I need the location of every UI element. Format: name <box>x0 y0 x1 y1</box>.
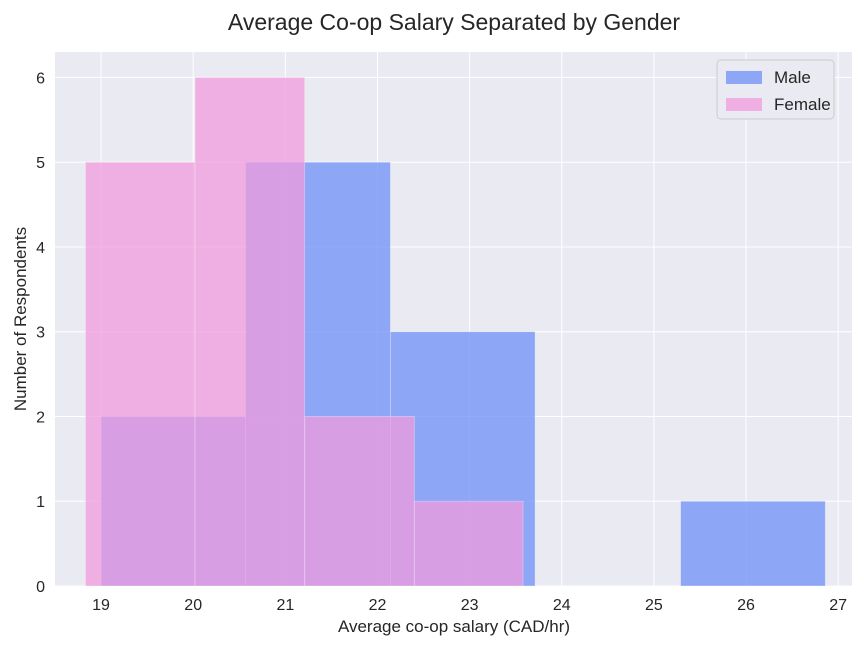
legend-swatch-male <box>726 71 762 84</box>
x-axis-ticks: 19 20 21 22 23 24 25 26 27 <box>92 597 847 614</box>
x-tick-label: 23 <box>461 597 479 614</box>
x-tick-label: 22 <box>369 597 387 614</box>
y-tick-label: 5 <box>36 155 45 172</box>
y-tick-label: 2 <box>36 409 45 426</box>
y-tick-label: 6 <box>36 70 45 87</box>
y-tick-label: 4 <box>36 240 45 257</box>
x-axis-label: Average co-op salary (CAD/hr) <box>338 617 570 636</box>
x-tick-label: 24 <box>553 597 571 614</box>
legend-label-male: Male <box>774 68 811 87</box>
y-tick-label: 0 <box>36 579 45 596</box>
legend-swatch-female <box>726 98 762 111</box>
bar-male <box>680 500 826 587</box>
bar-female <box>413 500 524 587</box>
x-tick-label: 26 <box>737 597 755 614</box>
y-axis-ticks: 0 1 2 3 4 5 6 <box>36 70 45 596</box>
bars-layer <box>85 77 826 587</box>
y-tick-label: 3 <box>36 325 45 342</box>
y-axis-label: Number of Respondents <box>11 227 30 411</box>
x-tick-label: 27 <box>829 597 847 614</box>
x-tick-label: 25 <box>645 597 663 614</box>
legend: Male Female <box>716 59 835 120</box>
x-tick-label: 20 <box>184 597 202 614</box>
bar-female <box>304 416 415 587</box>
x-tick-label: 21 <box>276 597 294 614</box>
bar-female <box>85 161 196 587</box>
y-tick-label: 1 <box>36 494 45 511</box>
bar-female <box>194 77 306 587</box>
x-tick-label: 19 <box>92 597 110 614</box>
chart-title: Average Co-op Salary Separated by Gender <box>228 9 681 35</box>
legend-label-female: Female <box>774 95 831 114</box>
